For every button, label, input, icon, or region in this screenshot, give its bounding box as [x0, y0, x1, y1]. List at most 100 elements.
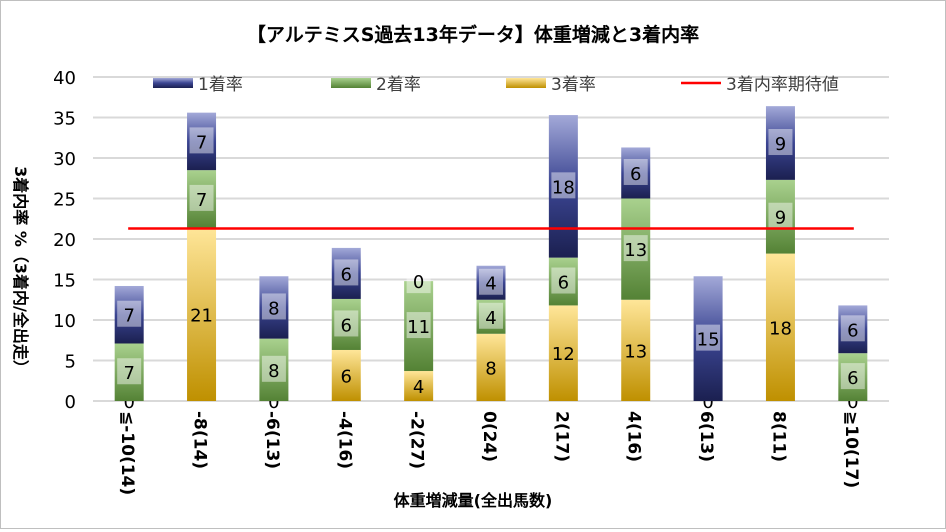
data-label-box: [840, 315, 865, 342]
bar-1着率: [187, 112, 217, 171]
data-label-box: [261, 293, 286, 320]
legend-label: 2着率: [376, 75, 421, 95]
data-label: 7: [196, 132, 207, 153]
data-label: 7: [123, 363, 134, 384]
bar-1着率: [621, 147, 651, 199]
bar-3着率: [331, 349, 361, 401]
bars: 0 7 7 ≦-10(14) 21 7 7 -8(14) 0 8 8 -6(13) 6 6 6 -4(16) 4…: [114, 106, 868, 495]
data-label-box: [551, 172, 576, 199]
x-tick-label: 2(17): [551, 411, 571, 462]
data-label-box: [696, 324, 721, 351]
bar-2着率: [476, 299, 506, 334]
bar-2着率: [404, 281, 434, 372]
data-label-box: [406, 312, 431, 339]
data-label: 9: [775, 134, 786, 155]
data-label: 21: [190, 305, 213, 326]
data-label-box: [551, 267, 576, 294]
legend-swatch: [153, 78, 193, 88]
x-axis-label: 体重増減量(全出馬数): [394, 491, 553, 510]
bar-2着率: [187, 170, 217, 228]
data-label: 11: [407, 317, 430, 338]
x-tick-label: -8(14): [190, 411, 210, 469]
bar-2着率: [838, 353, 868, 401]
bar-3着率: [187, 227, 217, 401]
data-label-box: [406, 267, 431, 294]
y-tick-label: 40: [53, 68, 76, 89]
data-label: 6: [341, 366, 352, 387]
bar-1着率: [114, 285, 144, 344]
data-label: 18: [552, 177, 575, 198]
data-label: 6: [341, 315, 352, 336]
bar-2着率: [259, 338, 289, 401]
bar-2着率: [765, 179, 795, 254]
bar-3着率: [548, 305, 578, 401]
data-label-box: [479, 302, 503, 329]
y-tick-label: 10: [53, 311, 76, 332]
bar-3着率: [404, 371, 434, 401]
bar-1着率: [838, 305, 868, 354]
data-label: 9: [775, 208, 786, 229]
bar-2着率: [548, 257, 578, 306]
data-label: 0: [268, 392, 279, 413]
bar-3着率: [476, 333, 506, 401]
data-label: 6: [847, 368, 858, 389]
chart-title: 【アルテミスS過去13年データ】体重増減と3着内率: [247, 23, 699, 46]
bar-1着率: [548, 115, 578, 258]
data-label: 13: [624, 240, 647, 261]
y-axis-label: 3着内率 %（3着内/全出走）: [11, 166, 30, 376]
x-tick-label: 6(13): [696, 411, 716, 462]
data-label: 6: [341, 264, 352, 285]
data-label-box: [334, 259, 359, 286]
data-label-box: [117, 358, 142, 385]
data-label: 4: [413, 377, 424, 398]
x-tick-label: ≦-10(14): [117, 411, 137, 495]
data-label: 0: [847, 392, 858, 413]
data-label-box: [117, 300, 142, 327]
data-label-box: [768, 129, 793, 156]
bar-3着率: [765, 253, 795, 401]
x-tick-label: -6(13): [262, 411, 282, 469]
data-label: 7: [196, 190, 207, 211]
data-label: 15: [697, 330, 720, 351]
data-label: 7: [123, 306, 134, 327]
data-label-box: [189, 184, 214, 211]
data-label: 8: [268, 361, 279, 382]
legend-label: 3着率: [551, 75, 596, 95]
x-tick-label: -4(16): [334, 411, 354, 469]
bar-2着率: [331, 298, 361, 350]
data-label: 6: [630, 164, 641, 185]
bar-2着率: [621, 198, 651, 300]
data-label: 0: [413, 272, 424, 293]
x-tick-label: -2(27): [407, 411, 427, 469]
bar-2着率: [114, 343, 144, 401]
bar-3着率: [621, 299, 651, 401]
data-label: 4: [485, 308, 496, 329]
y-tick-label: 15: [53, 271, 76, 292]
legend-swatch: [506, 78, 546, 88]
bar-1着率: [476, 265, 506, 300]
data-label-box: [768, 202, 793, 229]
legend: 1着率 2着率 3着率 3着内率期待値: [153, 75, 839, 95]
data-label: 13: [624, 341, 647, 362]
bar-1着率: [259, 276, 289, 339]
data-label: 6: [558, 273, 569, 294]
y-tick-label: 25: [53, 190, 76, 211]
data-label: 8: [268, 298, 279, 319]
x-tick-label: 8(11): [768, 411, 788, 462]
bar-1着率: [765, 106, 795, 180]
x-tick-label: ≧10(17): [841, 411, 861, 488]
bar-1着率: [331, 247, 361, 299]
legend-label: 3着内率期待値: [726, 75, 839, 95]
y-tick-label: 30: [53, 149, 76, 170]
data-label: 6: [847, 320, 858, 341]
data-label-box: [334, 310, 359, 337]
data-label: 0: [123, 392, 134, 413]
data-label-box: [623, 235, 648, 262]
data-label: 18: [769, 318, 792, 339]
legend-label: 1着率: [198, 75, 243, 95]
data-label: 4: [485, 274, 496, 295]
data-label-box: [189, 127, 214, 154]
